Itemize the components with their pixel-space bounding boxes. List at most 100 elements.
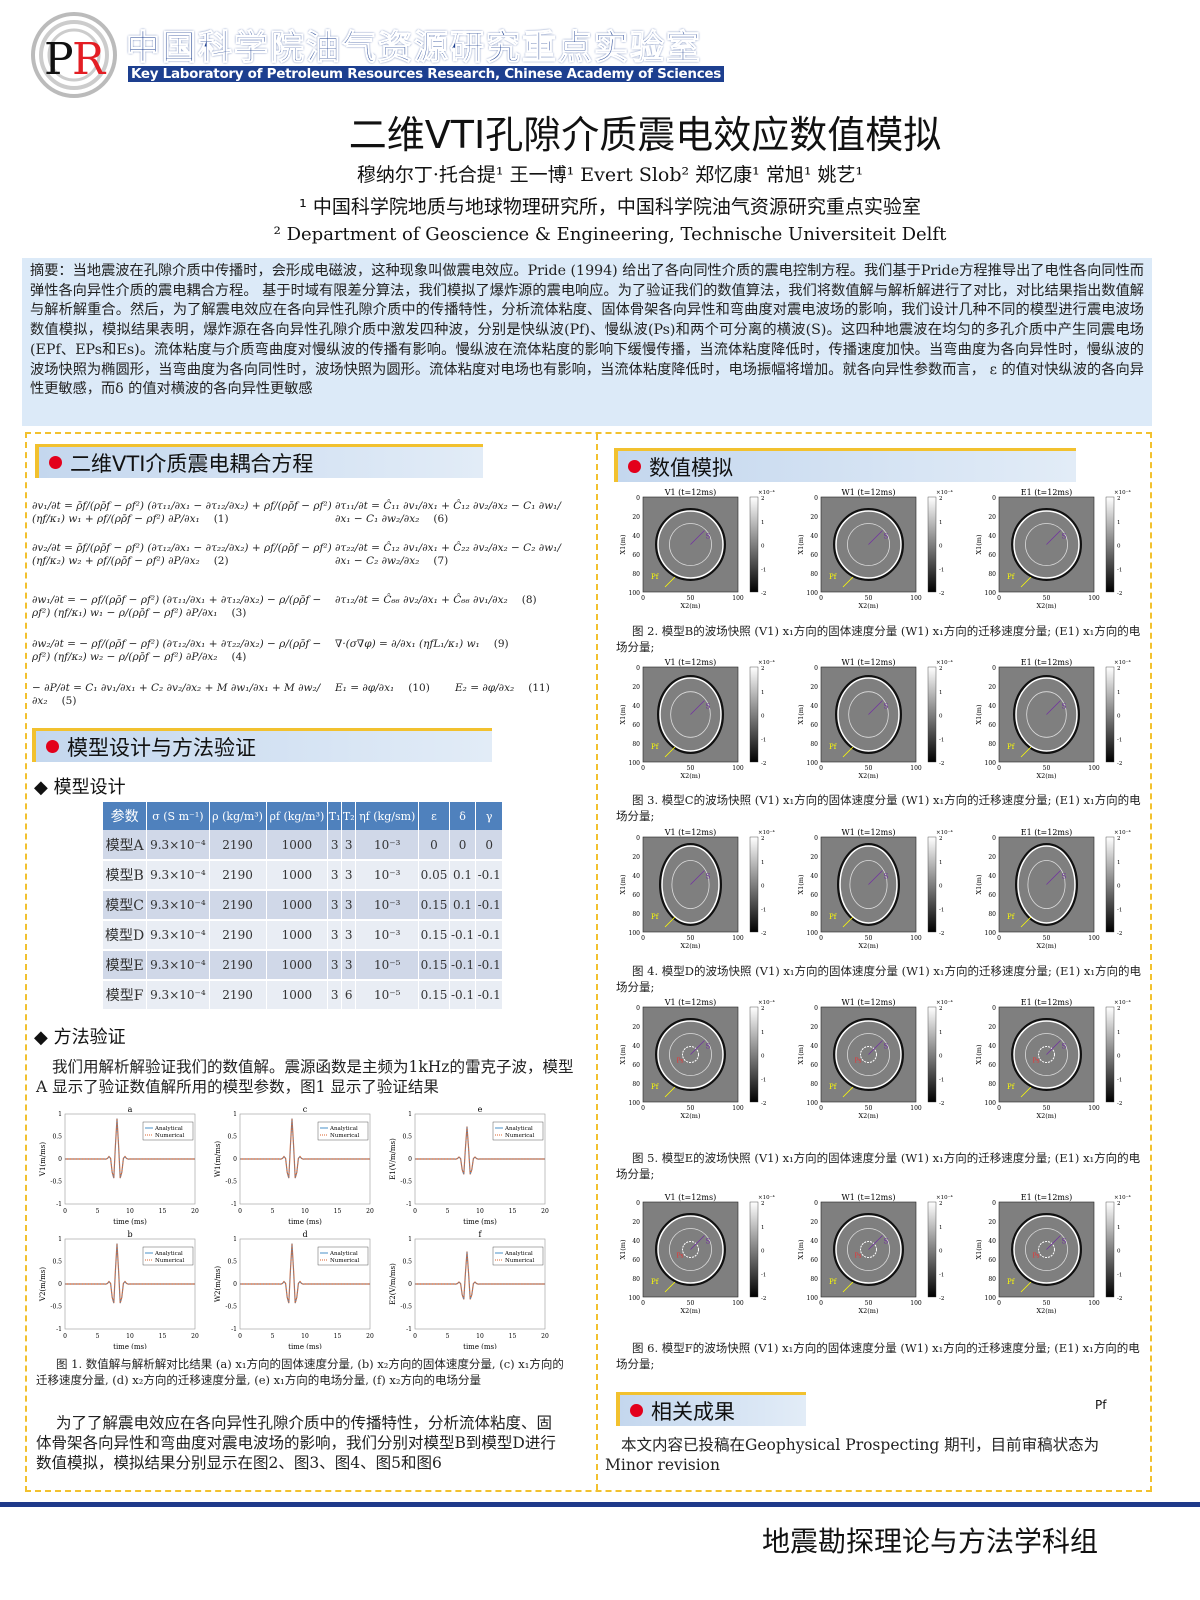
colorbar-exponent: ×10⁻⁴ (1114, 829, 1132, 836)
colorbar-tick: -1 (939, 567, 944, 573)
table-cell: 模型F (103, 980, 148, 1011)
colorbar-tick: 0 (1117, 1054, 1121, 1060)
pf-arrow (1020, 576, 1032, 588)
colorbar-tick: 1 (1117, 690, 1121, 696)
y-axis-label: X1(m) (975, 704, 983, 724)
y-tick-label: 60 (988, 722, 996, 729)
wave-label-s: S (706, 1238, 711, 1246)
pf-wavefront (833, 508, 904, 581)
y-tick-label: -0.5 (50, 1179, 62, 1186)
s-wavefront (847, 523, 890, 566)
colorbar-tick: -2 (761, 1296, 766, 1302)
x-tick-label: 0 (819, 935, 823, 942)
wave-label-ps: Ps (855, 1253, 862, 1260)
section-title: 二维VTI介质震电耦合方程 (70, 451, 314, 476)
table-cell: 1000 (266, 950, 329, 981)
pf-wavefront-highlight (839, 845, 898, 924)
x-tick-label: 50 (687, 935, 695, 942)
content-frame (25, 432, 1152, 1492)
pf-wavefront-highlight (837, 677, 900, 752)
y-tick-label: 80 (810, 911, 818, 918)
pf-wavefront-highlight (661, 845, 720, 924)
equation-expression: E₂ = ∂φ/∂x₂ (455, 682, 515, 694)
panel-title: E1 (t=12ms) (1021, 488, 1073, 497)
y-axis-label: X1(m) (975, 1044, 983, 1064)
y-tick-label: 40 (988, 533, 996, 540)
colorbar-tick: -2 (939, 1101, 944, 1107)
equation-number: (11) (528, 682, 550, 694)
colorbar (1105, 666, 1115, 763)
x-axis-label: X2(m) (859, 942, 879, 950)
wave-label-pf: Pf (1007, 743, 1016, 751)
y-tick-label: 20 (988, 1024, 996, 1031)
subheading-validation: ◆ 方法验证 (34, 1027, 126, 1048)
x-tick-label: 20 (191, 1333, 199, 1340)
table-cell: 1000 (266, 920, 329, 951)
x-tick-label: 50 (687, 765, 695, 772)
svg-text:P: P (44, 34, 74, 85)
ps-wavefront (1038, 1241, 1055, 1258)
panel-title: V1 (t=12ms) (664, 658, 716, 667)
table-cell: 9.3×10⁻⁴ (146, 920, 210, 951)
table-header: T₂ (341, 802, 357, 830)
x-axis-label: time (ms) (463, 1343, 497, 1349)
y-tick-label: 80 (810, 1276, 818, 1283)
x-axis-label: X2(m) (859, 772, 879, 780)
equation-4: ∂w₂/∂t = − ρf/(ρρ̄f − ρf²) (∂τ₁₂/∂x₁ + ∂… (32, 638, 332, 664)
pf-arrow (664, 1086, 676, 1098)
y-tick-label: 100 (985, 590, 997, 597)
table-cell: 模型E (103, 950, 148, 981)
y-tick-label: 20 (632, 514, 640, 521)
s-arrow (1046, 530, 1061, 545)
footer-rule (0, 1502, 1200, 1507)
y-tick-label: 40 (988, 1238, 996, 1245)
pf-wavefront-highlight (835, 1215, 902, 1284)
colorbar-tick: 0 (939, 1054, 943, 1060)
table-cell: 0 (475, 830, 503, 861)
table-row: 模型E 9.3×10⁻⁴ 2190 1000 3 3 10⁻⁵ 0.15 -0.1 -0.1 (103, 950, 503, 981)
y-tick-label: 40 (632, 703, 640, 710)
table-cell: 0.15 (418, 980, 450, 1011)
y-tick-label: 40 (810, 1238, 818, 1245)
s-wavefront (669, 523, 712, 566)
s-wavefront (849, 860, 888, 909)
y-axis-label: W2(m/ms) (214, 1266, 222, 1303)
s-arrow (868, 870, 883, 885)
x-tick-label: 50 (687, 1105, 695, 1112)
y-tick-label: 40 (810, 1043, 818, 1050)
y-tick-label: 20 (810, 854, 818, 861)
panel-label: b (127, 1230, 132, 1239)
colorbar-tick: 2 (939, 836, 943, 842)
pf-wavefront (835, 675, 902, 754)
colorbar-tick: -2 (1117, 1101, 1122, 1107)
equation-9: ∇·(σ∇φ) = ∂/∂x₁ (ηfL₁/κ₁) w₁ (9) (335, 638, 575, 651)
equation-expression: ∂τ₂₂/∂t = Ĉ₁₂ ∂v₁/∂x₁ + Ĉ₂₂ ∂v₂/∂x₂ − C₂… (335, 542, 561, 567)
s-wavefront (1026, 691, 1067, 738)
equation-number: (10) (408, 682, 430, 694)
colorbar-tick: 1 (1117, 520, 1121, 526)
y-tick-label: 60 (988, 1257, 996, 1264)
colorbar (749, 1006, 759, 1103)
y-tick-label: -1 (231, 1201, 237, 1208)
results-text: 本文内容已投稿在Geophysical Prospecting 期刊，目前审稿状… (605, 1436, 1100, 1474)
table-cell: 3 (327, 890, 343, 921)
s-wavefront (671, 860, 710, 909)
colorbar-tick: 2 (761, 496, 765, 502)
colorbar-exponent: ×10⁻⁴ (936, 1194, 954, 1201)
table-cell: 9.3×10⁻⁴ (146, 980, 210, 1011)
table-cell: 0.1 (449, 860, 477, 891)
legend-numerical: Numerical (155, 1133, 185, 1139)
s-wavefront (669, 1033, 712, 1076)
table-cell: 10⁻⁵ (355, 980, 420, 1011)
pf-arrow (664, 746, 676, 758)
s-arrow (1046, 1235, 1061, 1250)
x-tick-label: 0 (63, 1208, 67, 1215)
colorbar-tick: 1 (939, 1030, 943, 1036)
ps-wavefront (682, 1241, 699, 1258)
equation-number: (4) (231, 651, 247, 663)
wave-label-s: S (884, 1043, 889, 1051)
table-cell: 3 (327, 920, 343, 951)
legend-numerical: Numerical (505, 1133, 535, 1139)
table-cell: 3 (341, 890, 357, 921)
